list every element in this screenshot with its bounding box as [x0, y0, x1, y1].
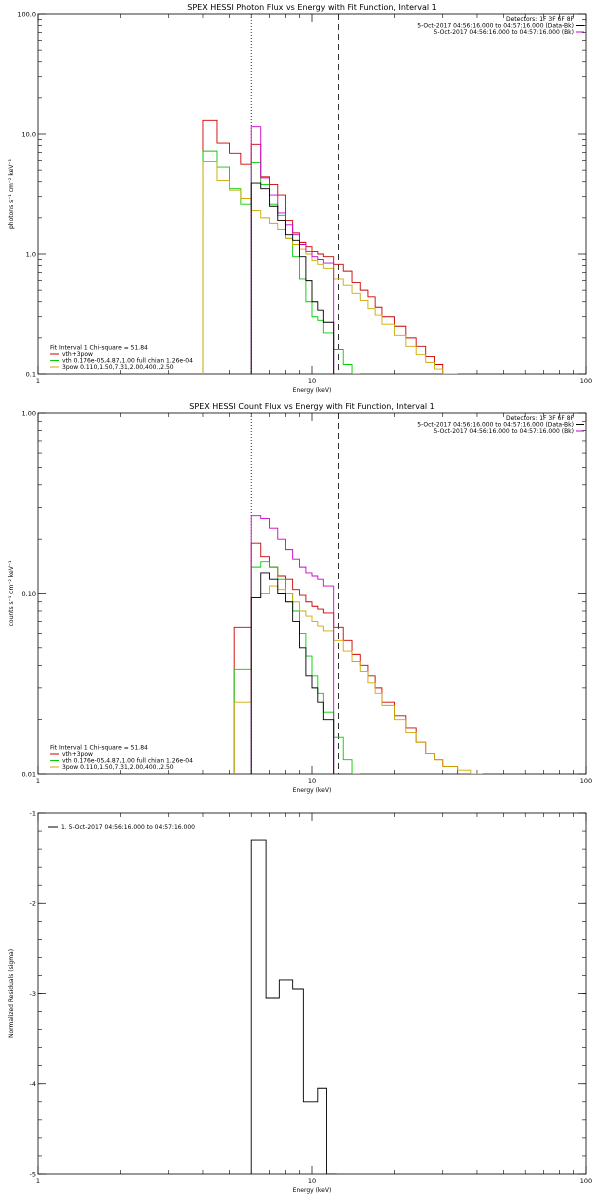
- y-tick-label: -5: [30, 1170, 36, 1178]
- legend-entry: Fit Interval 1 Chi-square = 51.84: [50, 345, 148, 352]
- legend-entry: Fit Interval 1 Chi-square = 51.84: [50, 745, 148, 752]
- legend-top: 1. 5-Oct-2017 04:56:16.000 to 04:57:16.0…: [48, 824, 195, 831]
- chart-panel-2: 1 10 100 0.01 0.10 1.00 SPEX HESSI Count Flux …: [8, 402, 592, 794]
- x-axis-label: Energy (keV): [293, 1187, 332, 1194]
- x-axis-label: Energy (keV): [293, 387, 332, 394]
- y-tick-label: -4: [30, 1080, 36, 1088]
- y-tick-label: -2: [30, 900, 36, 908]
- x-tick-label: 1: [36, 1177, 40, 1185]
- x-tick-label: 10: [308, 1177, 316, 1185]
- x-tick-label: 1: [36, 377, 40, 385]
- y-tick-label: 10.0: [22, 130, 36, 138]
- legend-entry: vth+3pow: [62, 751, 93, 758]
- series-5-line: [250, 182, 335, 374]
- legend-top: Detectors: 1F 3F 6F 8F5-Oct-2017 04:56:1…: [417, 415, 584, 435]
- legend-entry: 1. 5-Oct-2017 04:56:16.000 to 04:57:16.0…: [61, 824, 195, 831]
- y-tick-label: 1.00: [22, 409, 36, 417]
- chart-title: SPEX HESSI Count Flux vs Energy with Fit…: [189, 402, 434, 411]
- plot-data: [202, 14, 458, 374]
- series-1-line: [250, 839, 337, 1174]
- legend-entry: Detectors: 1F 3F 6F 8F: [506, 16, 575, 23]
- legend-entry: 5-Oct-2017 04:56:16.000 to 04:57:16.000 …: [434, 428, 575, 435]
- legend-entry: vth 0.176e-05,4.87,1.00 full chian 1.26e…: [62, 758, 193, 765]
- series-5-line: [250, 572, 335, 774]
- legend-entry: 3pow 0.110,1.50,7.31,2.00,400.,2.50: [62, 764, 174, 771]
- chart-panel-1: 1 10 100 0.1 1.0 10.0 100.0 SPEX HESSI Photon F…: [8, 3, 592, 394]
- plot-data: [250, 839, 337, 1174]
- series-3-line: [202, 161, 458, 374]
- legend-entry: 5-Oct-2017 04:56:16.000 to 04:57:16.000 …: [417, 422, 574, 429]
- legend-entry: 5-Oct-2017 04:56:16.000 to 04:57:16.000 …: [434, 29, 575, 36]
- x-tick-label: 100: [580, 1177, 592, 1185]
- x-tick-label: 1: [36, 777, 40, 785]
- x-tick-label: 100: [580, 777, 592, 785]
- y-tick-label: 1.0: [26, 250, 36, 258]
- y-tick-label: 0.10: [22, 590, 36, 598]
- plot-data: [233, 413, 483, 774]
- series-4-line: [250, 126, 335, 374]
- x-tick-label: 100: [580, 377, 592, 385]
- y-tick-label: 0.1: [26, 370, 36, 378]
- series-1-line: [202, 119, 444, 374]
- legend-entry: Detectors: 1F 3F 6F 8F: [506, 415, 575, 422]
- legend-entry: 3pow 0.110,1.50,7.31,2.00,400.,2.50: [62, 364, 174, 371]
- y-tick-label: 100.0: [17, 10, 36, 18]
- y-tick-label: -3: [30, 990, 36, 998]
- chart-panel-3: 1 10 100 -5 -4 -3 -2 -1 Energy (keV) Normalized R…: [8, 809, 592, 1194]
- legend-bottom: Fit Interval 1 Chi-square = 51.84vth+3po…: [50, 345, 193, 371]
- legend-entry: 5-Oct-2017 04:56:16.000 to 04:57:16.000 …: [417, 23, 574, 30]
- y-axis-label: Normalized Residuals (sigma): [8, 949, 15, 1038]
- chart-title: SPEX HESSI Photon Flux vs Energy with Fi…: [187, 3, 437, 12]
- y-tick-label: 0.01: [22, 770, 36, 778]
- x-axis-label: Energy (keV): [293, 787, 332, 794]
- y-axis-label: counts s⁻¹ cm⁻² keV⁻¹: [8, 560, 15, 626]
- legend-top: Detectors: 1F 3F 6F 8F5-Oct-2017 04:56:1…: [417, 16, 584, 36]
- legend-entry: vth 0.176e-05,4.87,1.00 full chian 1.26e…: [62, 358, 193, 365]
- x-tick-label: 10: [308, 777, 316, 785]
- legend-entry: vth+3pow: [62, 351, 93, 358]
- x-tick-label: 10: [308, 377, 316, 385]
- legend-bottom: Fit Interval 1 Chi-square = 51.84vth+3po…: [50, 745, 193, 771]
- y-tick-label: -1: [30, 809, 36, 817]
- series-4-line: [250, 515, 335, 774]
- y-axis-label: photons s⁻¹ cm⁻² keV⁻¹: [8, 158, 15, 229]
